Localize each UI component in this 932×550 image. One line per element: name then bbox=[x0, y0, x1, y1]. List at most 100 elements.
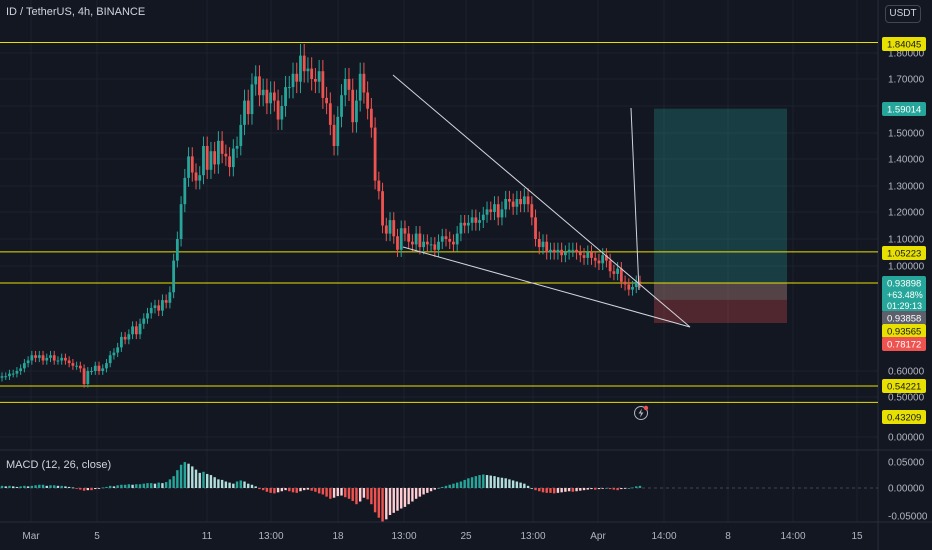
macd-bar bbox=[49, 485, 52, 488]
macd-bar bbox=[571, 488, 575, 492]
candle-body bbox=[429, 244, 433, 246]
macd-bar bbox=[631, 487, 634, 489]
candle-body bbox=[377, 180, 381, 192]
macd-indicator-title[interactable]: MACD (12, 26, close) bbox=[6, 459, 112, 471]
time-tick-label: 13:00 bbox=[391, 531, 416, 542]
current-price-label: 0.93898 bbox=[887, 279, 921, 290]
macd-bar bbox=[26, 486, 30, 488]
candle-body bbox=[470, 217, 474, 223]
candle-body bbox=[258, 76, 261, 96]
macd-bar bbox=[560, 488, 563, 493]
price-tick-label: 1.40000 bbox=[888, 155, 925, 166]
candle-body bbox=[351, 89, 355, 123]
time-tick-label: 5 bbox=[94, 531, 100, 542]
candle-body bbox=[493, 204, 496, 212]
candle-body bbox=[26, 360, 30, 364]
macd-bar bbox=[411, 488, 414, 502]
take-profit-zone bbox=[654, 108, 787, 300]
macd-bar bbox=[377, 488, 381, 518]
macd-bar bbox=[605, 488, 608, 489]
candle-body bbox=[590, 252, 593, 258]
macd-bar bbox=[388, 488, 392, 515]
candle-body bbox=[328, 103, 332, 125]
candle-body bbox=[4, 376, 8, 378]
candle-body bbox=[631, 287, 634, 290]
macd-bar bbox=[254, 486, 257, 488]
candle-body bbox=[194, 172, 198, 181]
macd-bar bbox=[511, 480, 515, 488]
candle-body bbox=[437, 241, 440, 250]
macd-bar bbox=[519, 482, 522, 488]
macd-histogram bbox=[0, 462, 642, 522]
candle-body bbox=[545, 241, 549, 253]
candle-body bbox=[90, 371, 93, 372]
macd-bar bbox=[280, 488, 284, 492]
candle-body bbox=[500, 209, 504, 218]
macd-bar bbox=[579, 488, 582, 491]
macd-bar bbox=[194, 469, 198, 488]
macd-bar bbox=[157, 482, 160, 488]
candle-body bbox=[127, 334, 131, 340]
macd-bar bbox=[295, 488, 298, 493]
macd-bar bbox=[351, 488, 354, 501]
macd-bar bbox=[164, 482, 168, 488]
macd-bar bbox=[269, 488, 272, 493]
macd-bar bbox=[344, 488, 347, 498]
candle-body bbox=[105, 363, 108, 369]
macd-bar bbox=[500, 477, 504, 488]
macd-bar bbox=[467, 478, 470, 488]
candle-body bbox=[422, 241, 426, 248]
candle-body bbox=[411, 241, 414, 245]
macd-bar bbox=[523, 483, 526, 488]
candle-body bbox=[321, 71, 325, 98]
macd-bar bbox=[582, 488, 586, 491]
candle-body bbox=[336, 116, 340, 146]
candle-body bbox=[567, 249, 571, 253]
candle-body bbox=[392, 220, 396, 237]
macd-bar bbox=[284, 488, 287, 491]
candle-body bbox=[571, 249, 575, 251]
candle-body bbox=[209, 151, 213, 170]
price-tick-label: 1.10000 bbox=[888, 235, 925, 246]
macd-bar bbox=[370, 488, 373, 505]
macd-bar bbox=[601, 488, 604, 489]
candle-body bbox=[314, 79, 317, 82]
candle-body bbox=[97, 365, 101, 371]
candle-body bbox=[190, 156, 194, 173]
candle-body bbox=[287, 87, 291, 89]
candle-body bbox=[399, 228, 403, 250]
macd-bar bbox=[541, 488, 545, 493]
currency-button[interactable]: USDT bbox=[885, 5, 921, 23]
candle-body bbox=[381, 191, 384, 226]
candle-body bbox=[384, 225, 388, 234]
candle-body bbox=[511, 201, 515, 207]
candle-body bbox=[310, 68, 314, 79]
macd-bar bbox=[108, 485, 112, 488]
lightning-alert-icon[interactable] bbox=[633, 405, 649, 421]
price-tick-label: 1.00000 bbox=[888, 262, 925, 273]
price-tick-label: 0.50000 bbox=[888, 393, 925, 404]
candle-body bbox=[265, 89, 269, 104]
macd-bar bbox=[314, 488, 317, 492]
candle-body bbox=[119, 336, 123, 348]
macd-bar bbox=[64, 486, 67, 488]
macd-bar bbox=[575, 488, 578, 492]
macd-bar bbox=[247, 483, 250, 488]
candle-body bbox=[34, 355, 37, 358]
candle-body bbox=[605, 255, 608, 261]
candle-body bbox=[556, 249, 560, 253]
candle-body bbox=[366, 92, 370, 109]
macd-bar bbox=[545, 488, 548, 493]
macd-bar bbox=[538, 488, 541, 492]
macd-bar bbox=[299, 488, 302, 492]
breakout-projection-line bbox=[630, 107, 640, 291]
price-tick-label: 1.50000 bbox=[888, 129, 925, 140]
macd-bar bbox=[217, 479, 220, 488]
macd-tick-label: -0.05000 bbox=[888, 512, 928, 523]
macd-bar bbox=[437, 488, 440, 489]
candle-body bbox=[56, 360, 60, 362]
level-tag-1: 1.84045 bbox=[887, 40, 921, 51]
candle-body bbox=[213, 151, 217, 165]
macd-bar bbox=[131, 484, 134, 488]
